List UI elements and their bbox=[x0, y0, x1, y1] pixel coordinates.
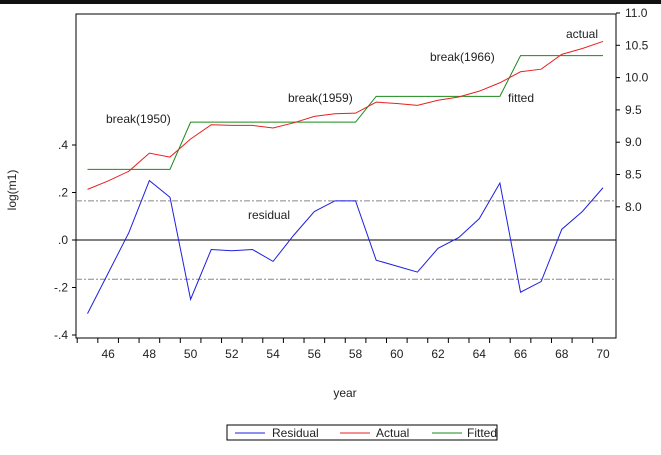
annotation-break-1966: break(1966) bbox=[430, 50, 495, 64]
right-axis-tick-label: 8.0 bbox=[625, 200, 642, 214]
left-axis-tick-label: .0 bbox=[58, 233, 68, 247]
annotation-fitted: fitted bbox=[508, 91, 534, 105]
right-axis-tick-label: 9.5 bbox=[625, 103, 642, 117]
series-line-residual bbox=[87, 179, 604, 314]
annotation-actual: actual bbox=[566, 27, 598, 41]
left-axis-tick-label: .2 bbox=[58, 186, 68, 200]
x-axis-tick-label: 50 bbox=[184, 347, 198, 361]
series-line-fitted bbox=[87, 55, 603, 170]
x-axis-tick-label: 60 bbox=[390, 347, 404, 361]
right-axis-tick-label: 11.0 bbox=[625, 6, 648, 20]
annotation-residual: residual bbox=[248, 208, 290, 222]
x-axis-tick-label: 70 bbox=[596, 347, 610, 361]
annotation-break-1950: break(1950) bbox=[106, 112, 171, 126]
right-axis-tick-label: 10.0 bbox=[625, 71, 649, 85]
x-axis-tick-label: 54 bbox=[266, 347, 280, 361]
x-axis-tick-label: 46 bbox=[101, 347, 115, 361]
left-axis-tick-label: -.4 bbox=[54, 328, 68, 342]
x-axis-tick-label: 68 bbox=[555, 347, 569, 361]
x-axis-tick-label: 64 bbox=[473, 347, 487, 361]
right-axis-tick-label: 9.0 bbox=[625, 135, 642, 149]
plot-frame bbox=[75, 13, 617, 339]
annotation-break-1959: break(1959) bbox=[288, 91, 353, 105]
x-axis-tick-label: 52 bbox=[225, 347, 239, 361]
right-axis-tick-label: 10.5 bbox=[625, 38, 649, 52]
x-axis-tick-label: 48 bbox=[143, 347, 157, 361]
x-axis-label: year bbox=[333, 386, 356, 400]
legend-label-fitted: Fitted bbox=[467, 426, 497, 440]
x-axis-tick-label: 62 bbox=[431, 347, 445, 361]
left-axis-tick-label: -.2 bbox=[54, 281, 68, 295]
x-axis-tick-label: 58 bbox=[349, 347, 363, 361]
y-axis-label: log(m1) bbox=[5, 170, 19, 211]
series-line-actual bbox=[87, 40, 604, 190]
x-axis-tick-label: 66 bbox=[514, 347, 528, 361]
legend-label-residual: Residual bbox=[272, 426, 319, 440]
left-axis-tick-label: .4 bbox=[58, 138, 68, 152]
x-axis-tick-label: 56 bbox=[308, 347, 322, 361]
legend: Residual Actual Fitted bbox=[226, 424, 498, 441]
right-axis-tick-label: 8.5 bbox=[625, 168, 642, 182]
legend-label-actual: Actual bbox=[376, 426, 409, 440]
window-top-bar bbox=[0, 0, 661, 4]
